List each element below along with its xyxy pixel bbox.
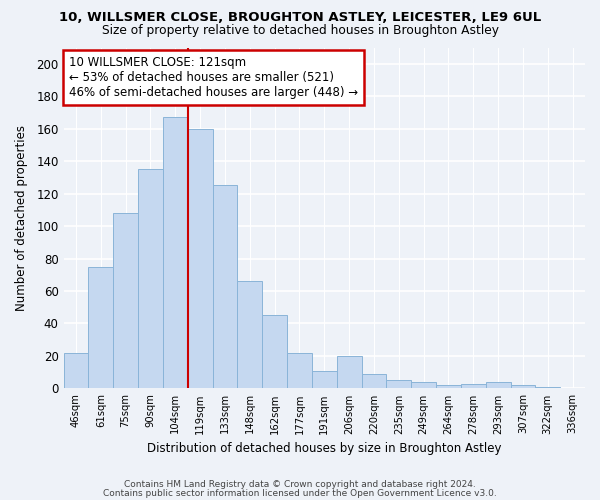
Text: Size of property relative to detached houses in Broughton Astley: Size of property relative to detached ho… [101,24,499,37]
Text: Contains HM Land Registry data © Crown copyright and database right 2024.: Contains HM Land Registry data © Crown c… [124,480,476,489]
Bar [64,352,88,388]
Bar [337,356,362,388]
Text: 10 WILLSMER CLOSE: 121sqm
← 53% of detached houses are smaller (521)
46% of semi: 10 WILLSMER CLOSE: 121sqm ← 53% of detac… [68,56,358,98]
Bar [262,316,287,388]
Bar [411,382,436,388]
Text: 10, WILLSMER CLOSE, BROUGHTON ASTLEY, LEICESTER, LE9 6UL: 10, WILLSMER CLOSE, BROUGHTON ASTLEY, LE… [59,11,541,24]
Bar [287,352,312,388]
Bar [188,128,212,388]
Bar [113,213,138,388]
Text: Contains public sector information licensed under the Open Government Licence v3: Contains public sector information licen… [103,488,497,498]
Bar [485,382,511,388]
Bar [511,385,535,388]
Y-axis label: Number of detached properties: Number of detached properties [15,125,28,311]
Bar [212,186,238,388]
Bar [436,385,461,388]
Bar [163,118,188,388]
Bar [362,374,386,388]
Bar [138,170,163,388]
Bar [238,282,262,389]
Bar [88,266,113,388]
Bar [386,380,411,388]
X-axis label: Distribution of detached houses by size in Broughton Astley: Distribution of detached houses by size … [147,442,502,455]
Bar [535,387,560,388]
Bar [461,384,485,388]
Bar [312,370,337,388]
